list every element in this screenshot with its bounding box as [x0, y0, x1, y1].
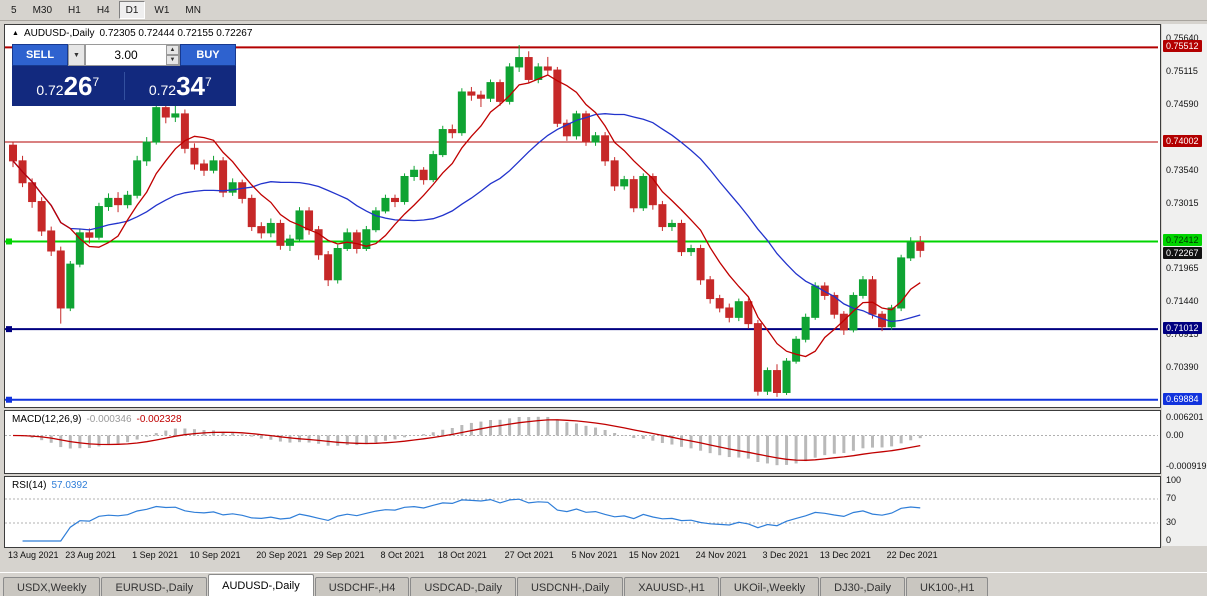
tab-usdchf-h4[interactable]: USDCHF-,H4	[314, 577, 410, 596]
price-level-badge: 0.69884	[1163, 392, 1202, 405]
price-level-badge: 0.74002	[1163, 134, 1202, 147]
date-label: 8 Oct 2021	[380, 550, 425, 560]
buy-price-point: 7	[204, 75, 212, 89]
price-divider	[123, 72, 125, 100]
macd-axis-label: 0.00	[1166, 430, 1184, 441]
macd-label: MACD(12,26,9) -0.000346 -0.002328	[12, 414, 182, 425]
price-tick: 0.73015	[1166, 197, 1199, 208]
tab-uk100-h1[interactable]: UK100-,H1	[906, 577, 989, 596]
rsi-axis-label: 0	[1166, 535, 1172, 545]
sell-price-point: 7	[92, 75, 100, 89]
price-tick: 0.75640	[1166, 33, 1199, 44]
current-bid-badge: 0.72267	[1163, 246, 1202, 259]
date-label: 1 Sep 2021	[132, 550, 179, 560]
buy-price[interactable]: 0.72 34 7	[125, 73, 237, 99]
tab-usdcad-daily[interactable]: USDCAD-,Daily	[410, 577, 516, 596]
rsi-indicator-panel[interactable]	[4, 476, 1161, 548]
price-level-badge: 0.75512	[1163, 40, 1202, 53]
lot-increase-icon[interactable]: ▲	[166, 45, 179, 55]
price-tick: 0.71965	[1166, 263, 1199, 274]
date-label: 27 Oct 2021	[504, 550, 554, 560]
date-label: 5 Nov 2021	[571, 550, 618, 560]
rsi-plot[interactable]	[5, 477, 1158, 545]
timeframe-mn[interactable]: MN	[185, 4, 201, 16]
price-level-badge: 0.71012	[1163, 322, 1202, 335]
sell-price-figure: 0.72	[36, 82, 64, 98]
one-click-trading-widget: SELL ▼ ▲ ▼ BUY 0.72 26 7 0.72 34 7	[12, 44, 236, 106]
date-label: 24 Nov 2021	[695, 550, 747, 560]
rsi-axis-label: 100	[1166, 475, 1182, 485]
rsi-value: 57.0392	[51, 480, 88, 491]
price-axis: 0.75640 0.75115 0.74590 0.73540 0.73015 0.719…	[1162, 24, 1207, 546]
price-tick: 0.74590	[1166, 99, 1199, 110]
macd-name: MACD(12,26,9)	[12, 414, 82, 425]
tab-audusd-daily[interactable]: AUDUSD-,Daily	[208, 574, 314, 596]
price-tick: 0.71440	[1166, 296, 1199, 307]
timeframe-d1[interactable]: D1	[118, 1, 146, 19]
price-tick: 0.75115	[1166, 66, 1198, 77]
rsi-label: RSI(14) 57.0392	[12, 480, 88, 491]
date-label: 20 Sep 2021	[256, 550, 308, 560]
timeframe-toolbar: 5 M30 H1 H4 D1 W1 MN	[0, 0, 1207, 21]
date-label: 15 Nov 2021	[628, 550, 680, 560]
macd-axis-label: -0.000919	[1166, 461, 1207, 471]
macd-main-value: -0.000346	[86, 414, 132, 425]
date-label: 13 Aug 2021	[8, 550, 59, 560]
chart-symbol-label: AUDUSD-,Daily	[23, 28, 95, 39]
date-label: 22 Dec 2021	[886, 550, 938, 560]
buy-price-figure: 0.72	[148, 82, 177, 98]
date-label: 29 Sep 2021	[313, 550, 365, 560]
chart-ohlc-values: 0.72305 0.72444 0.72155 0.72267	[99, 28, 253, 39]
macd-indicator-panel[interactable]	[4, 410, 1161, 474]
sell-price-pips: 26	[63, 71, 93, 101]
price-tick: 0.73540	[1166, 164, 1199, 175]
tab-usdx-weekly[interactable]: USDX,Weekly	[3, 577, 101, 596]
lot-decrease-icon[interactable]: ▼	[166, 55, 179, 65]
timeframe-w1[interactable]: W1	[154, 4, 170, 16]
rsi-axis-label: 30	[1166, 517, 1177, 527]
date-label: 13 Dec 2021	[819, 550, 871, 560]
timeframe-5[interactable]: 5	[11, 4, 17, 16]
chart-tab-bar: USDX,Weekly EURUSD-,Daily AUDUSD-,Daily USD…	[0, 572, 1207, 596]
tab-usdcnh-daily[interactable]: USDCNH-,Daily	[516, 577, 624, 596]
chart-title: ▲ AUDUSD-,Daily 0.72305 0.72444 0.72155 …	[12, 28, 252, 39]
price-level-badge: 0.72412	[1163, 234, 1202, 247]
date-axis: 13 Aug 2021 23 Aug 2021 1 Sep 2021 10 Sep 2…	[4, 549, 1159, 563]
tab-xauusd-h1[interactable]: XAUUSD-,H1	[624, 577, 719, 596]
date-label: 3 Dec 2021	[762, 550, 809, 560]
sell-button[interactable]: SELL	[12, 44, 68, 66]
timeframe-h4[interactable]: H4	[96, 4, 110, 16]
sell-price[interactable]: 0.72 26 7	[12, 73, 124, 99]
macd-signal-value: -0.002328	[136, 414, 182, 425]
tab-ukoil-weekly[interactable]: UKOil-,Weekly	[719, 577, 820, 596]
tab-eurusd-daily[interactable]: EURUSD-,Daily	[101, 577, 208, 596]
date-label: 23 Aug 2021	[65, 550, 116, 560]
lot-size-input[interactable]	[86, 45, 166, 65]
timeframe-h1[interactable]: H1	[68, 4, 81, 16]
macd-axis-label: 0.006201	[1166, 412, 1204, 422]
buy-price-pips: 34	[176, 71, 205, 101]
macd-plot[interactable]	[5, 411, 1158, 471]
price-tick: 0.70915	[1166, 329, 1199, 340]
lot-dropdown-icon[interactable]: ▼	[68, 44, 85, 66]
price-tick: 0.70390	[1166, 362, 1199, 373]
date-label: 10 Sep 2021	[189, 550, 241, 560]
rsi-name: RSI(14)	[12, 480, 47, 491]
date-label: 18 Oct 2021	[437, 550, 487, 560]
rsi-axis-label: 70	[1166, 493, 1177, 503]
tab-dj30-daily[interactable]: DJ30-,Daily	[820, 577, 906, 596]
symbol-arrow-icon: ▲	[12, 30, 19, 37]
timeframe-m30[interactable]: M30	[32, 4, 53, 16]
buy-button[interactable]: BUY	[180, 44, 236, 66]
